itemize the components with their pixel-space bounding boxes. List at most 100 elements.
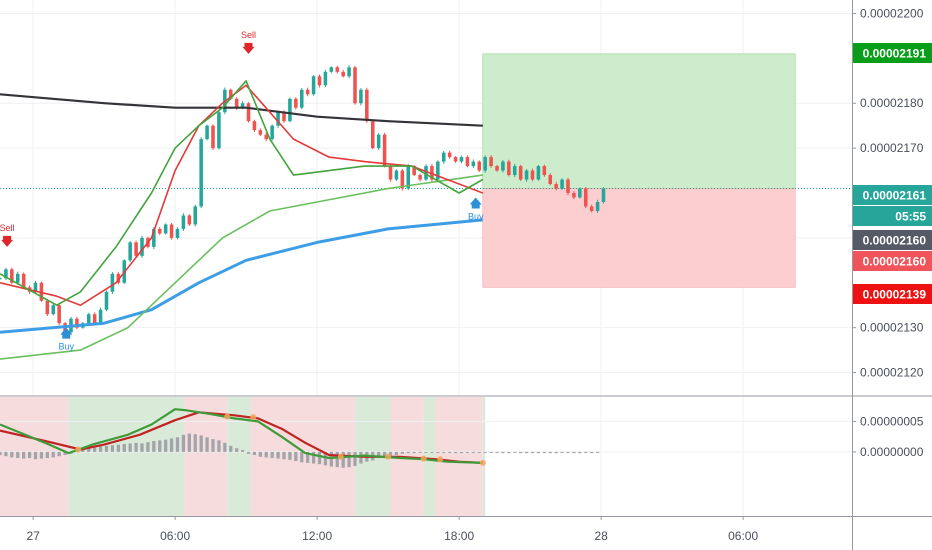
histogram-bar xyxy=(542,451,546,454)
candle-down xyxy=(453,157,458,162)
candle-up xyxy=(15,273,20,283)
histogram-bar xyxy=(341,451,345,468)
candle-down xyxy=(388,166,393,180)
candle-down xyxy=(282,112,286,122)
histogram-bar xyxy=(199,435,203,452)
histogram-bar xyxy=(524,451,529,454)
oscillator-tick-label: 0.00000005 xyxy=(860,414,924,428)
price-label-box xyxy=(853,206,932,226)
candle-down xyxy=(542,166,547,176)
histogram-bar xyxy=(98,446,103,452)
candle-down xyxy=(566,179,570,194)
candle-up xyxy=(560,179,564,189)
price-label-box xyxy=(853,284,932,304)
candle-down xyxy=(447,152,452,158)
candle-down xyxy=(353,67,357,104)
histogram-bar xyxy=(530,451,535,454)
candle-up xyxy=(51,305,56,315)
candle-down xyxy=(495,166,499,171)
histogram-bar xyxy=(377,451,381,459)
buy-arrow-icon xyxy=(469,197,482,209)
loss-zone xyxy=(482,188,796,288)
histogram-bar xyxy=(51,451,55,458)
histogram-bar xyxy=(483,451,487,453)
histogram-bar xyxy=(507,451,511,454)
histogram-bar xyxy=(347,451,351,468)
candle-down xyxy=(21,273,26,288)
candle-down xyxy=(583,188,588,207)
histogram-bar xyxy=(45,451,49,459)
candle-up xyxy=(311,76,316,95)
candle-up xyxy=(128,242,132,261)
histogram-bar xyxy=(0,451,2,455)
histogram-bar xyxy=(388,451,393,456)
candle-down xyxy=(92,314,97,324)
histogram-bar xyxy=(282,451,286,460)
candle-up xyxy=(104,291,109,310)
moving-average-line xyxy=(0,174,483,360)
histogram-bar xyxy=(453,451,458,454)
histogram-bar xyxy=(122,443,126,452)
histogram-bar xyxy=(442,451,446,453)
candle-up xyxy=(359,89,363,104)
trade-signals: Sell Buy Sell Buy xyxy=(0,30,484,352)
price-label-box xyxy=(853,230,932,250)
price-tick-label: 0.00002180 xyxy=(860,96,924,110)
histogram-bar xyxy=(430,451,434,453)
candle-up xyxy=(86,314,91,324)
histogram-bar xyxy=(246,451,251,454)
histogram-bar xyxy=(306,451,310,463)
sell-signal-label: Sell xyxy=(241,30,256,40)
price-labels: 0.00002191 0.00002161 05:55 0.00002160 0.000… xyxy=(853,43,932,304)
histogram-bar xyxy=(193,434,197,452)
candle-down xyxy=(75,318,79,328)
sell-arrow-icon xyxy=(242,42,255,54)
candle-down xyxy=(477,161,482,171)
histogram-bar xyxy=(448,451,452,453)
price-label-box xyxy=(853,43,932,63)
candle-down xyxy=(335,67,340,72)
candle-down xyxy=(400,170,405,189)
histogram-bar xyxy=(495,451,499,453)
price-label-text: 0.00002160 xyxy=(863,255,927,269)
candle-down xyxy=(10,269,14,283)
histogram-bar xyxy=(513,451,517,453)
histogram-bar xyxy=(4,451,8,457)
oscillator-pane xyxy=(0,397,852,516)
candle-down xyxy=(370,121,375,149)
candle-up xyxy=(601,188,606,202)
candle-down xyxy=(341,71,345,77)
histogram-bar xyxy=(394,451,399,455)
candle-down xyxy=(489,157,493,167)
histogram-bar xyxy=(57,451,61,457)
histogram-bar xyxy=(276,451,280,459)
histogram-bar xyxy=(400,451,404,454)
candle-up xyxy=(347,67,351,77)
moving-average-line xyxy=(0,80,484,306)
histogram-bar xyxy=(548,451,552,454)
position-box[interactable] xyxy=(0,53,852,288)
histogram-bar xyxy=(578,451,582,454)
histogram-bar xyxy=(93,447,97,452)
candle-up xyxy=(323,71,328,86)
histogram-bar xyxy=(536,451,541,454)
candle-up xyxy=(199,139,203,207)
histogram-bar xyxy=(87,448,91,452)
candle-up xyxy=(501,161,505,171)
histogram-bar xyxy=(252,451,257,455)
candle-up xyxy=(240,103,245,108)
time-tick-label: 06:00 xyxy=(160,529,190,543)
histogram-bar xyxy=(235,448,239,452)
candle-down xyxy=(228,89,233,99)
time-tick-label: 27 xyxy=(26,529,40,543)
histogram-bar xyxy=(294,451,298,462)
time-tick-label: 28 xyxy=(594,529,608,543)
oscillator-fast-line xyxy=(0,408,483,464)
histogram-bar xyxy=(181,434,186,452)
candle-up xyxy=(181,215,186,229)
candle-up xyxy=(4,269,8,279)
candle-up xyxy=(376,134,381,149)
histogram-bar xyxy=(412,451,416,454)
price-label-box xyxy=(853,185,932,205)
